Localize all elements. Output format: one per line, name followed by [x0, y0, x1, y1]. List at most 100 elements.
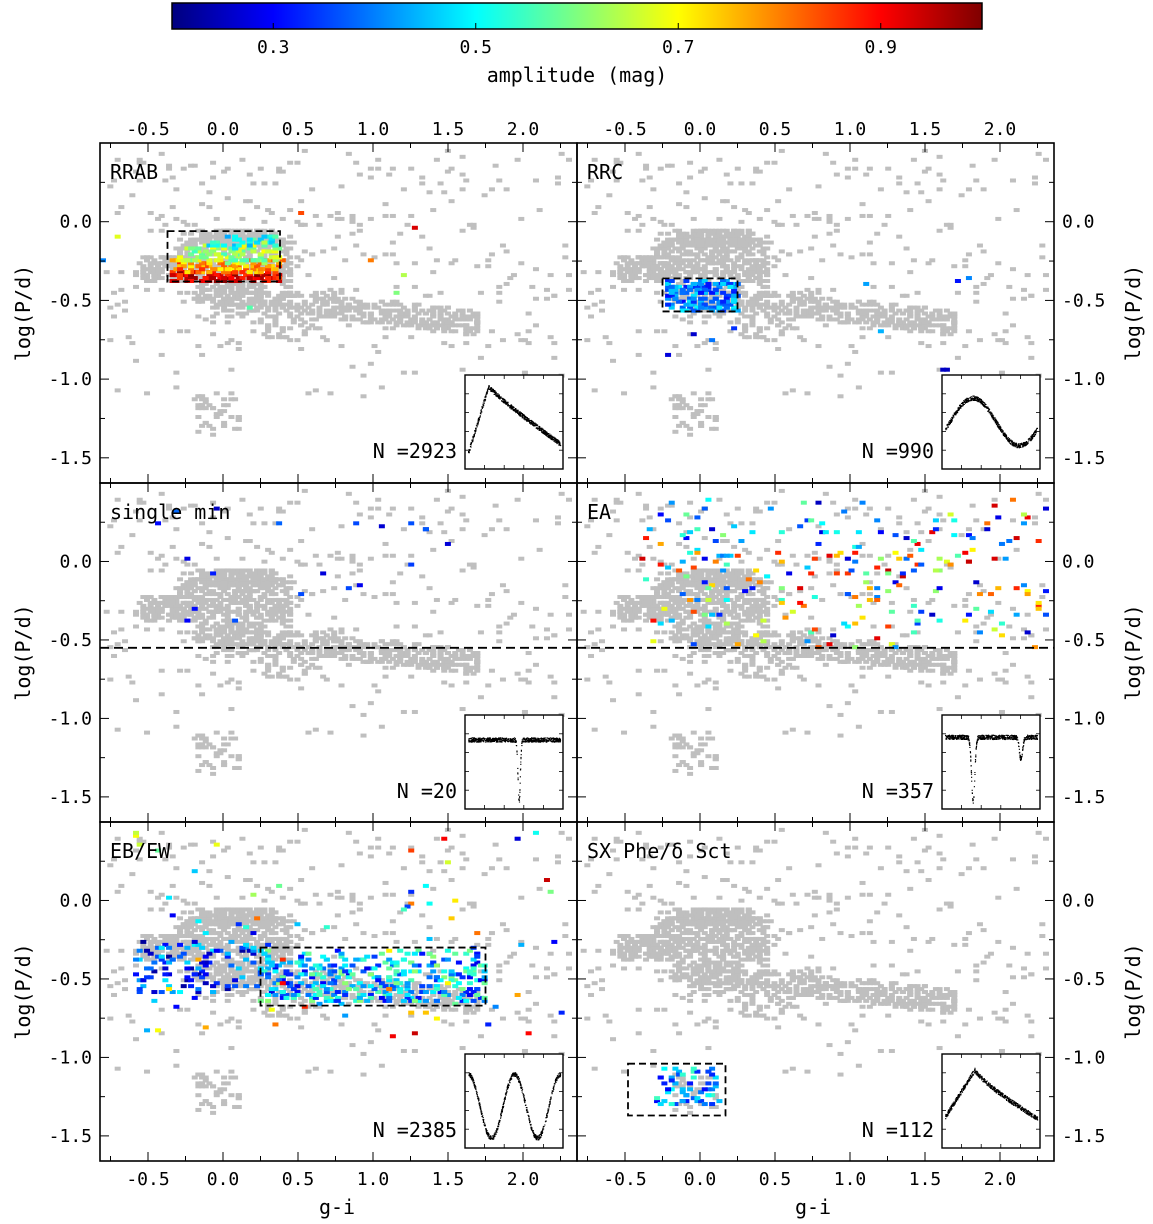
background-cell	[676, 261, 683, 266]
background-cell	[268, 211, 275, 215]
background-cell	[907, 314, 914, 319]
background-cell	[283, 270, 290, 275]
background-cell	[753, 261, 760, 266]
background-cell	[206, 249, 213, 254]
background-cell	[595, 287, 602, 292]
data-cell	[217, 243, 224, 248]
background-cell	[221, 571, 228, 576]
background-cell	[265, 314, 272, 319]
background-cell	[210, 636, 217, 641]
background-cell	[364, 302, 371, 307]
background-cell	[228, 281, 235, 286]
background-cell	[885, 317, 892, 322]
background-cell	[551, 293, 558, 298]
background-cell	[217, 595, 224, 600]
background-cell	[301, 639, 308, 644]
background-cell	[246, 639, 253, 644]
background-cell	[698, 228, 705, 233]
background-cell	[155, 264, 162, 269]
background-cell	[822, 305, 829, 310]
background-cell	[503, 249, 510, 254]
background-cell	[217, 571, 224, 576]
background-cell	[929, 258, 936, 263]
background-cell	[290, 293, 297, 298]
background-cell	[224, 302, 231, 307]
background-cell	[742, 249, 749, 254]
background-cell	[320, 639, 327, 644]
data-cell	[712, 296, 719, 301]
background-cell	[419, 181, 426, 186]
background-cell	[199, 403, 206, 408]
background-cell	[756, 264, 763, 269]
data-cell	[199, 264, 206, 269]
background-cell	[430, 323, 437, 328]
data-cell	[268, 237, 275, 242]
background-cell	[676, 249, 683, 254]
x-tick-label-top: 2.0	[507, 119, 540, 140]
background-cell	[210, 580, 217, 585]
background-cell	[874, 302, 881, 307]
data-cell	[698, 281, 705, 286]
background-cell	[257, 586, 264, 591]
background-cell	[679, 281, 686, 286]
background-cell	[228, 243, 235, 248]
background-cell	[613, 160, 620, 165]
data-cell	[272, 255, 279, 260]
background-cell	[290, 305, 297, 310]
background-cell	[279, 216, 286, 221]
background-cell	[896, 323, 903, 328]
background-cell	[536, 208, 543, 213]
data-cell	[206, 270, 213, 275]
background-cell	[760, 240, 767, 245]
x-tick-label-top: 0.0	[684, 119, 717, 140]
background-cell	[705, 302, 712, 307]
background-cell	[254, 630, 261, 635]
background-cell	[151, 258, 158, 263]
background-cell	[859, 317, 866, 322]
background-cell	[199, 639, 206, 644]
background-cell	[195, 403, 202, 408]
background-cell	[441, 326, 448, 331]
background-cell	[254, 290, 261, 295]
background-cell	[393, 662, 400, 667]
background-cell	[136, 261, 143, 266]
background-cell	[177, 577, 184, 582]
background-cell	[672, 273, 679, 278]
background-cell	[397, 656, 404, 661]
background-cell	[870, 320, 877, 325]
background-cell	[283, 249, 290, 254]
background-cell	[202, 397, 209, 402]
data-cell	[184, 246, 191, 251]
background-cell	[430, 320, 437, 325]
background-cell	[668, 249, 675, 254]
background-cell	[173, 276, 180, 281]
background-cell	[232, 397, 239, 402]
background-cell	[360, 311, 367, 316]
background-cell	[342, 314, 349, 319]
background-cell	[316, 314, 323, 319]
background-cell	[239, 299, 246, 304]
data-cell	[698, 305, 705, 310]
background-cell	[723, 255, 730, 260]
background-cell	[221, 258, 228, 263]
background-cell	[896, 308, 903, 313]
data-cell	[265, 258, 272, 263]
background-cell	[356, 642, 363, 647]
background-cell	[400, 645, 407, 650]
background-cell	[158, 606, 165, 611]
data-cell	[188, 261, 195, 266]
background-cell	[367, 175, 374, 180]
background-cell	[698, 267, 705, 272]
background-cell	[228, 302, 235, 307]
background-cell	[188, 586, 195, 591]
background-cell	[287, 612, 294, 617]
background-cell	[169, 264, 176, 269]
background-cell	[312, 639, 319, 644]
background-cell	[727, 243, 734, 248]
background-cell	[334, 296, 341, 301]
background-cell	[257, 296, 264, 301]
background-cell	[272, 592, 279, 597]
background-cell	[235, 281, 242, 286]
background-cell	[661, 264, 668, 269]
background-cell	[338, 317, 345, 322]
